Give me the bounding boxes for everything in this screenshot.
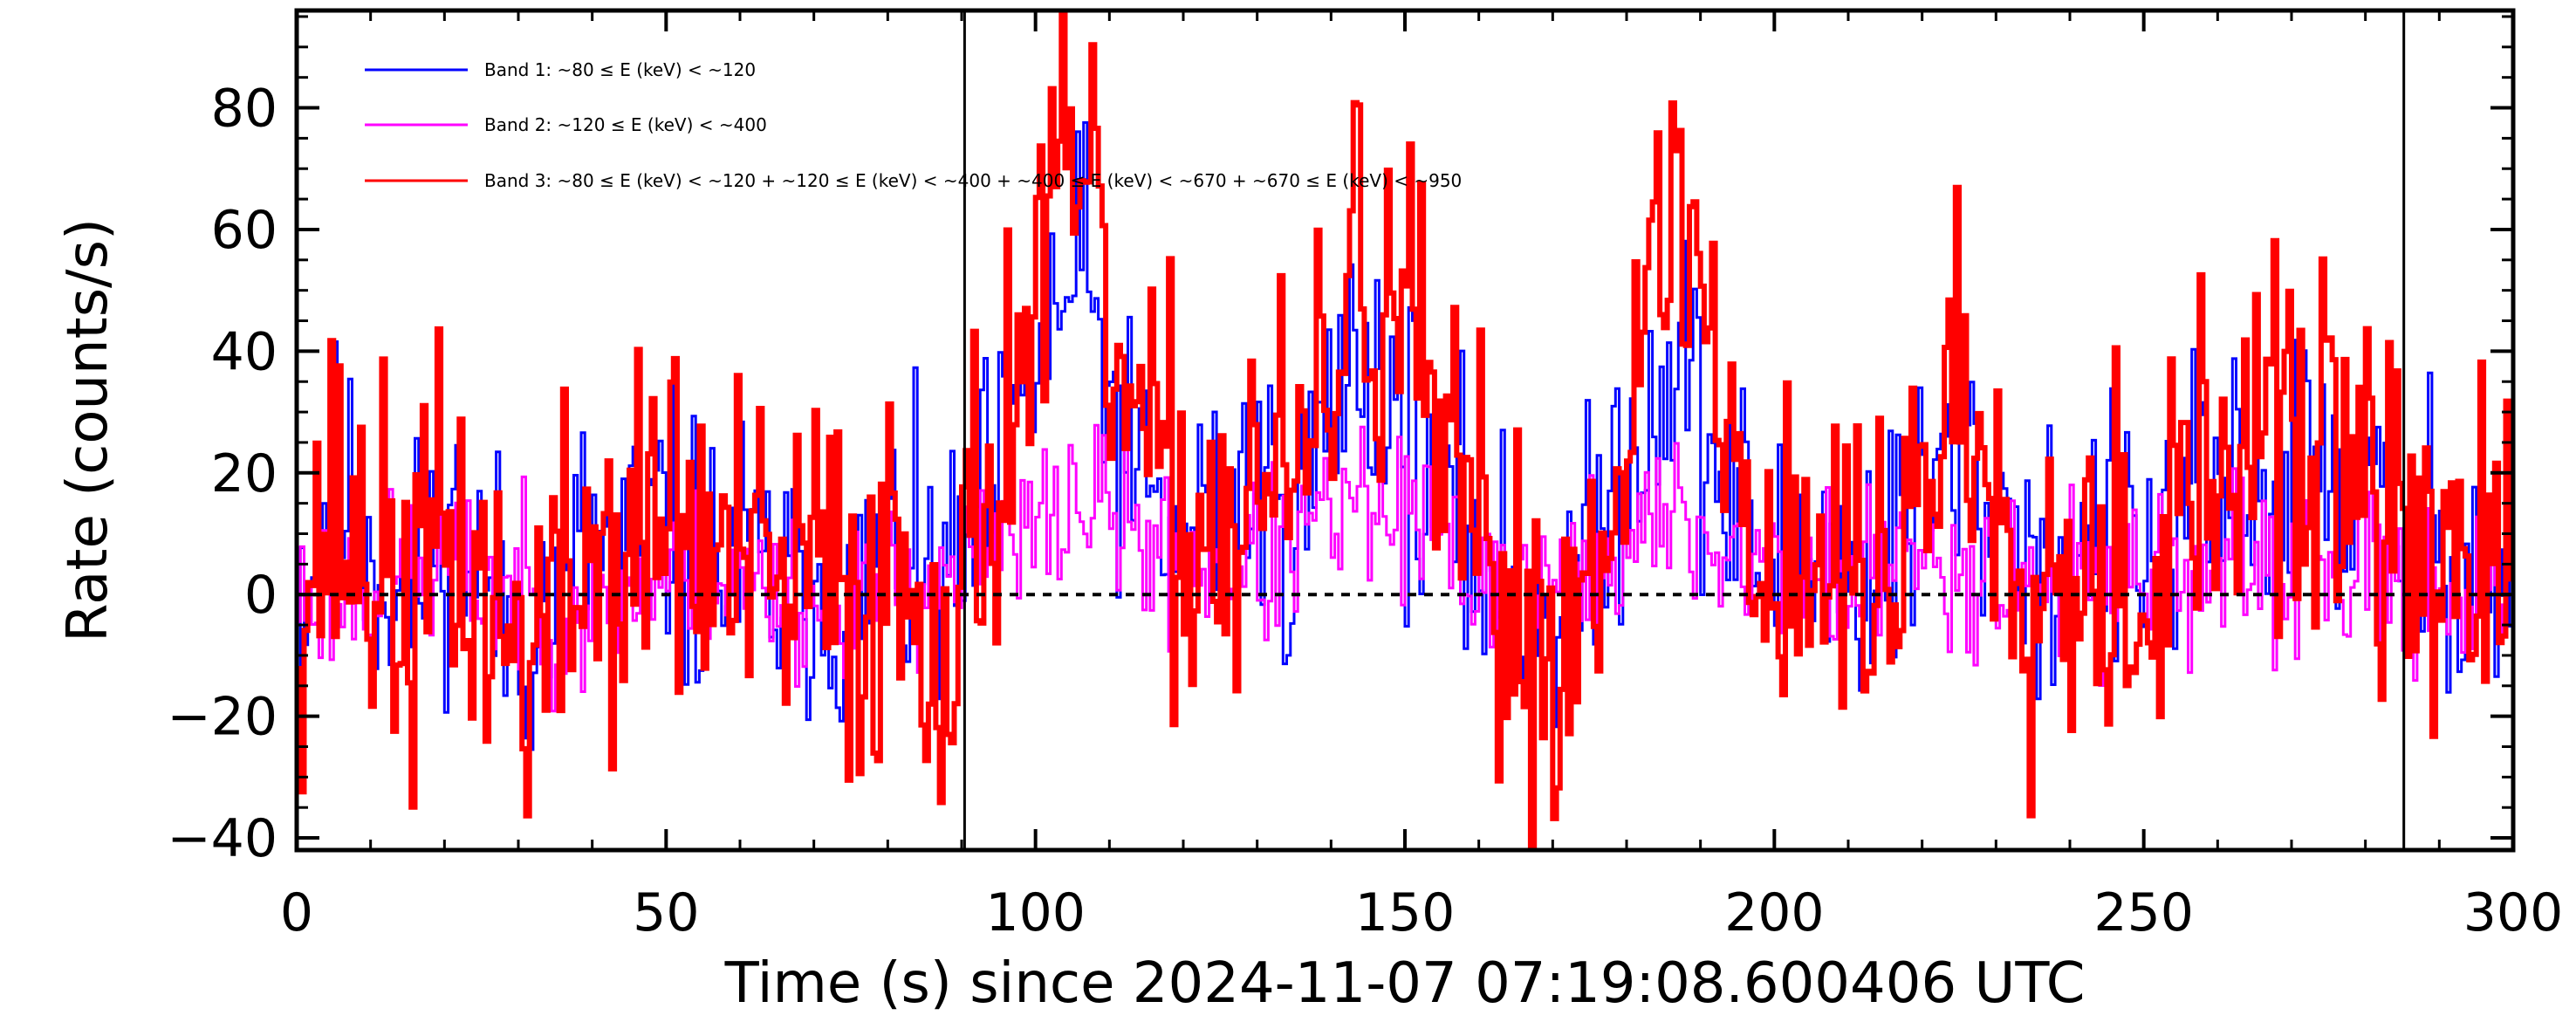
x-tick-label: 0 <box>280 882 313 943</box>
x-tick-label: 200 <box>1724 882 1825 943</box>
x-tick-label: 50 <box>633 882 699 943</box>
legend-label-band-1: Band 1: ~80 ≤ E (keV) < ~120 <box>484 59 756 80</box>
x-tick-label: 250 <box>2093 882 2194 943</box>
x-tick-label: 100 <box>985 882 1086 943</box>
legend-label-band-2: Band 2: ~120 ≤ E (keV) < ~400 <box>484 114 767 135</box>
series-line-band-3 <box>297 10 2513 850</box>
y-tick-label: 60 <box>211 200 277 261</box>
x-tick-label: 300 <box>2463 882 2564 943</box>
y-tick-label: −20 <box>167 687 277 748</box>
legend: Band 1: ~80 ≤ E (keV) < ~120 Band 2: ~12… <box>365 59 1462 191</box>
axis-ticks: 0 50 100 150 200 250 300 −40 −20 0 20 40 60 80 <box>167 10 2563 943</box>
y-tick-label: 0 <box>244 565 277 626</box>
legend-label-band-3: Band 3: ~80 ≤ E (keV) < ~120 + ~120 ≤ E … <box>484 170 1462 191</box>
y-tick-label: −40 <box>167 808 277 869</box>
y-axis-title: Rate (counts/s) <box>56 218 120 642</box>
x-axis-title: Time (s) since 2024-11-07 07:19:08.60040… <box>724 951 2086 1016</box>
interval-markers <box>963 10 2406 850</box>
y-tick-label: 20 <box>211 443 277 504</box>
y-tick-label: 40 <box>211 321 277 382</box>
y-tick-label: 80 <box>211 79 277 140</box>
x-tick-label: 150 <box>1355 882 1456 943</box>
